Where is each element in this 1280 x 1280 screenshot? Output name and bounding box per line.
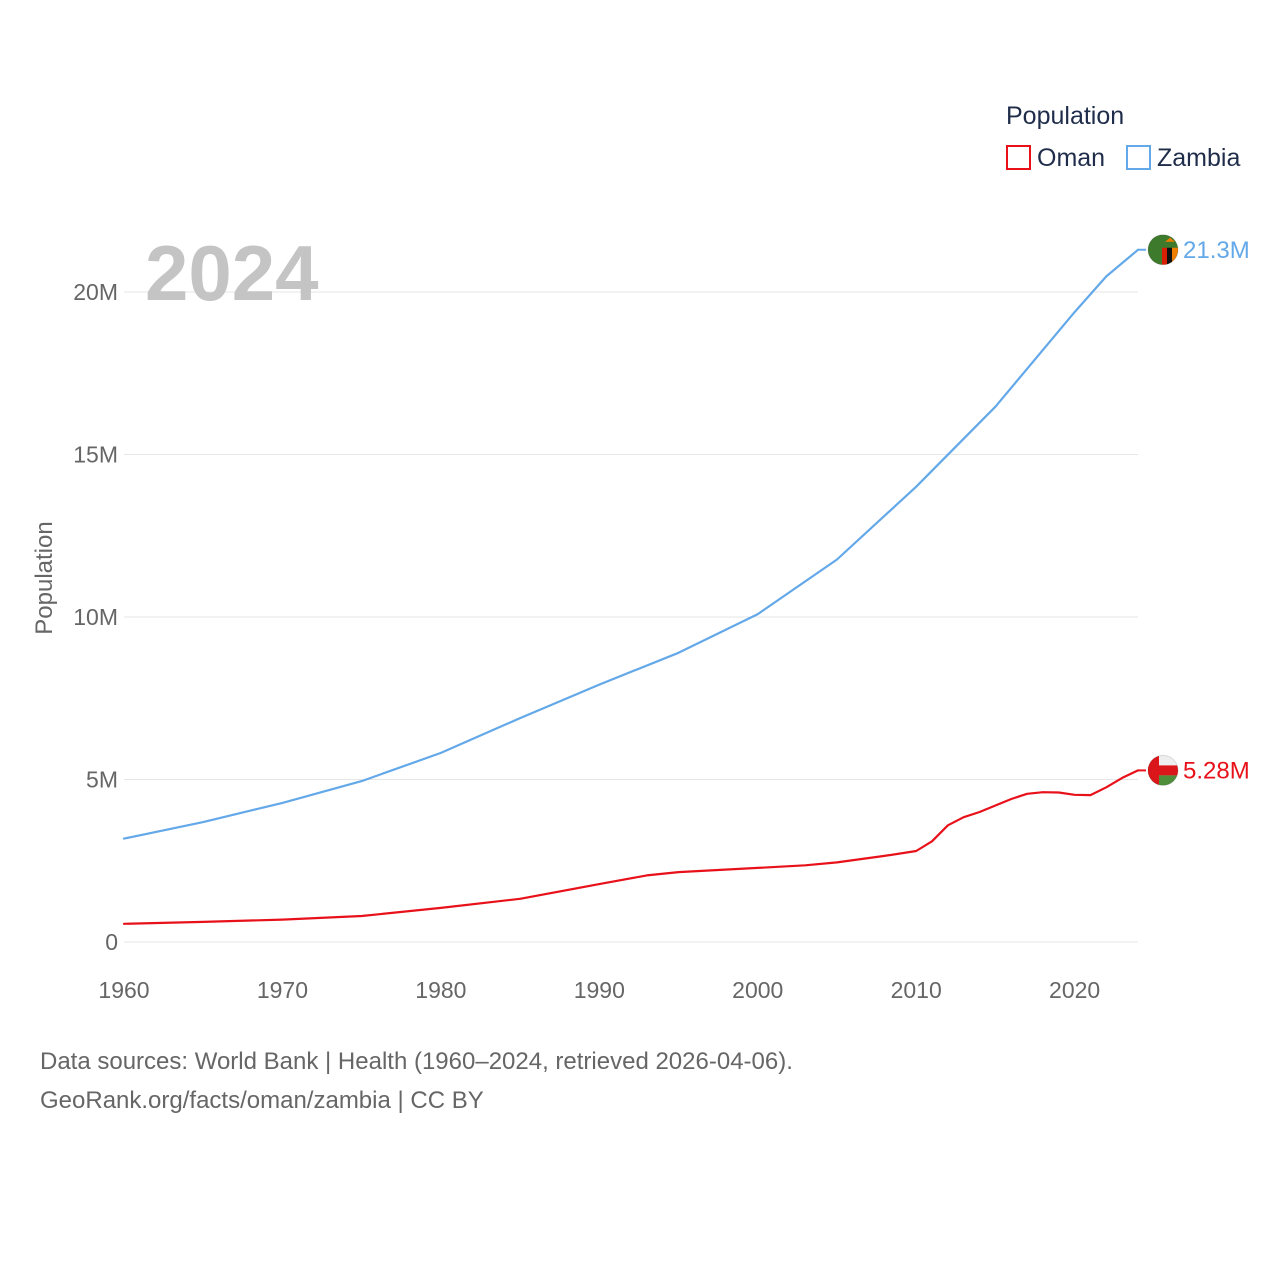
oman-series-line	[122, 769, 1140, 925]
gridlines	[124, 291, 1138, 943]
oman-end-value-label: 5.28M	[1183, 757, 1250, 784]
x-axis-ticks: 1960 1970 1980 1990 2000 2010 2020	[98, 977, 1100, 1003]
legend-items: Oman Zambia	[1006, 144, 1240, 172]
zambia-end-value-label: 21.3M	[1183, 237, 1250, 264]
y-axis-ticks: 0 5M 10M 15M 20M	[73, 279, 118, 955]
series-lines	[122, 248, 1140, 925]
series-endpoints: 5.28M 21.3M	[1138, 234, 1250, 786]
legend-swatch-zambia	[1126, 145, 1151, 170]
legend-item-oman[interactable]: Oman	[1006, 144, 1105, 172]
y-tick-label: 0	[105, 929, 118, 955]
x-tick-label: 1960	[98, 977, 149, 1003]
zambia-series-line	[122, 248, 1140, 840]
source-line-2: GeoRank.org/facts/oman/zambia | CC BY	[40, 1087, 484, 1114]
source-line-1: Data sources: World Bank | Health (1960–…	[40, 1048, 793, 1075]
x-tick-label: 2000	[732, 977, 783, 1003]
y-tick-label: 5M	[86, 767, 118, 793]
y-tick-label: 15M	[73, 442, 118, 468]
x-tick-label: 2010	[891, 977, 942, 1003]
legend: Population Oman Zambia	[1006, 102, 1240, 172]
year-label: 2024	[145, 229, 319, 317]
legend-item-zambia[interactable]: Zambia	[1126, 144, 1240, 172]
x-tick-label: 1970	[257, 977, 308, 1003]
legend-swatch-oman	[1006, 145, 1031, 170]
legend-label-oman: Oman	[1037, 144, 1105, 172]
legend-label-zambia: Zambia	[1157, 144, 1240, 172]
y-tick-label: 10M	[73, 604, 118, 630]
zambia-flag-icon	[1147, 234, 1179, 266]
y-axis-title: Population	[31, 521, 58, 634]
x-tick-label: 2020	[1049, 977, 1100, 1003]
x-tick-label: 1990	[574, 977, 625, 1003]
oman-flag-icon	[1147, 754, 1179, 786]
y-tick-label: 20M	[73, 279, 118, 305]
x-tick-label: 1980	[415, 977, 466, 1003]
legend-title: Population	[1006, 102, 1124, 130]
